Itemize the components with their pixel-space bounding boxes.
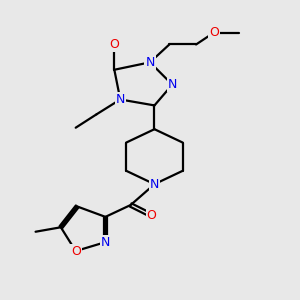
Text: N: N xyxy=(101,236,110,249)
Text: N: N xyxy=(116,93,125,106)
Text: N: N xyxy=(150,178,159,191)
Text: N: N xyxy=(145,56,155,69)
Text: N: N xyxy=(168,78,177,91)
Text: O: O xyxy=(71,244,81,258)
Text: O: O xyxy=(110,38,119,51)
Text: O: O xyxy=(146,209,156,222)
Text: O: O xyxy=(209,26,219,39)
